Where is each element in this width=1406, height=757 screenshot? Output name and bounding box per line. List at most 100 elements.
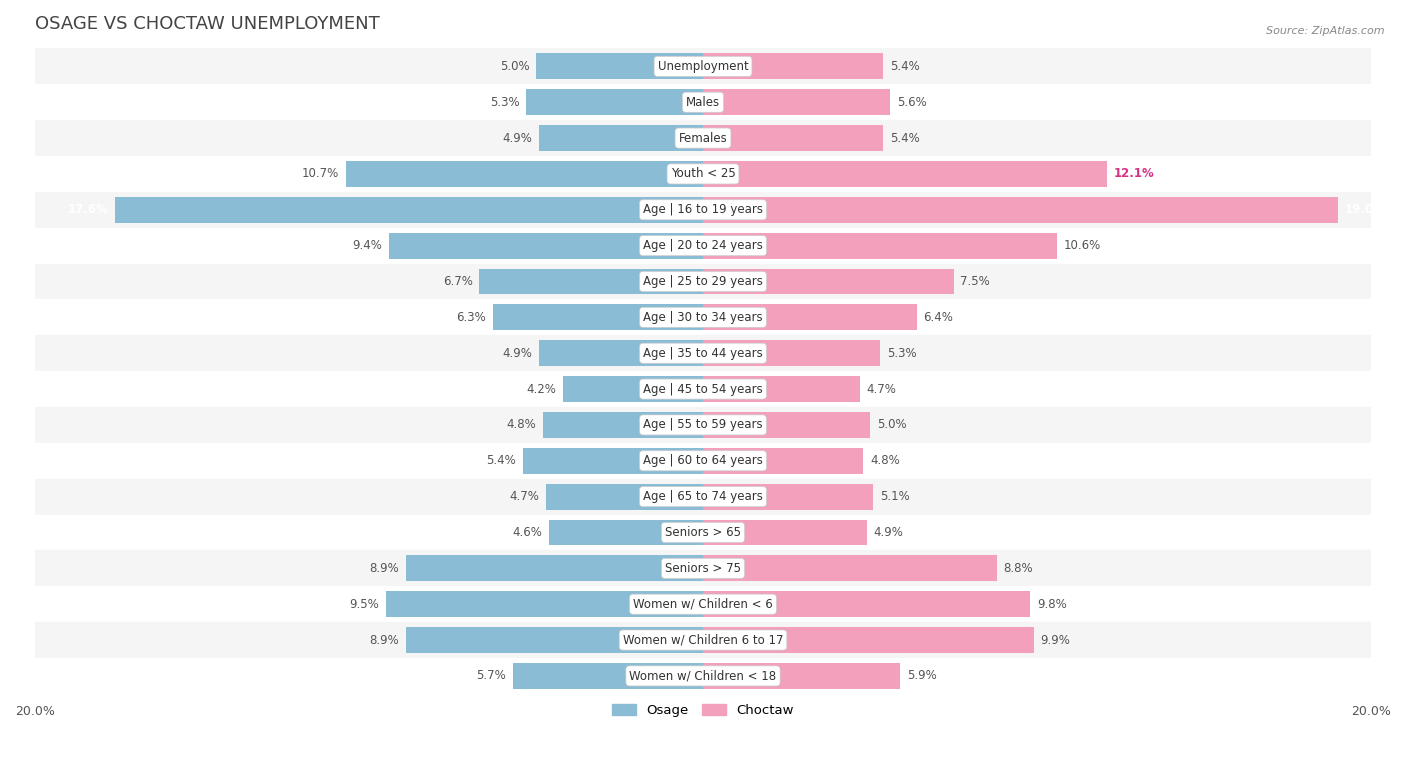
Text: 9.9%: 9.9% xyxy=(1040,634,1070,646)
Text: OSAGE VS CHOCTAW UNEMPLOYMENT: OSAGE VS CHOCTAW UNEMPLOYMENT xyxy=(35,15,380,33)
Bar xyxy=(703,484,873,509)
Bar xyxy=(35,586,1371,622)
Bar xyxy=(703,627,1033,653)
Text: 6.7%: 6.7% xyxy=(443,275,472,288)
Bar xyxy=(546,484,703,509)
Text: 4.7%: 4.7% xyxy=(866,382,897,396)
Bar xyxy=(406,556,703,581)
Bar xyxy=(703,376,860,402)
Text: 12.1%: 12.1% xyxy=(1114,167,1154,180)
Bar xyxy=(35,443,1371,478)
Text: 4.7%: 4.7% xyxy=(509,490,540,503)
Text: 4.2%: 4.2% xyxy=(526,382,555,396)
Bar xyxy=(526,89,703,115)
Bar xyxy=(35,84,1371,120)
Bar xyxy=(346,161,703,187)
Text: Seniors > 75: Seniors > 75 xyxy=(665,562,741,575)
Text: 5.3%: 5.3% xyxy=(887,347,917,360)
Text: 5.4%: 5.4% xyxy=(890,60,920,73)
Text: Males: Males xyxy=(686,95,720,109)
Bar xyxy=(35,515,1371,550)
Bar xyxy=(543,412,703,438)
Text: 5.0%: 5.0% xyxy=(499,60,529,73)
Text: Women w/ Children < 6: Women w/ Children < 6 xyxy=(633,598,773,611)
Bar xyxy=(703,89,890,115)
Text: 7.5%: 7.5% xyxy=(960,275,990,288)
Bar xyxy=(703,448,863,474)
Bar xyxy=(703,341,880,366)
Bar xyxy=(35,120,1371,156)
Text: 5.4%: 5.4% xyxy=(890,132,920,145)
Bar xyxy=(35,407,1371,443)
Bar xyxy=(35,550,1371,586)
Bar xyxy=(35,478,1371,515)
Text: 19.0%: 19.0% xyxy=(1344,204,1385,217)
Bar xyxy=(523,448,703,474)
Text: Seniors > 65: Seniors > 65 xyxy=(665,526,741,539)
Text: 4.6%: 4.6% xyxy=(513,526,543,539)
Bar xyxy=(35,156,1371,192)
Bar xyxy=(385,591,703,617)
Text: 5.4%: 5.4% xyxy=(486,454,516,467)
Bar xyxy=(35,658,1371,694)
Text: 9.5%: 9.5% xyxy=(349,598,380,611)
Text: 5.6%: 5.6% xyxy=(897,95,927,109)
Text: 5.7%: 5.7% xyxy=(477,669,506,682)
Bar xyxy=(550,519,703,545)
Bar xyxy=(536,54,703,79)
Text: Source: ZipAtlas.com: Source: ZipAtlas.com xyxy=(1267,26,1385,36)
Text: Women w/ Children < 18: Women w/ Children < 18 xyxy=(630,669,776,682)
Text: 8.8%: 8.8% xyxy=(1004,562,1033,575)
Text: Age | 16 to 19 years: Age | 16 to 19 years xyxy=(643,204,763,217)
Text: 4.9%: 4.9% xyxy=(503,132,533,145)
Bar xyxy=(703,663,900,689)
Bar xyxy=(703,161,1107,187)
Text: Age | 25 to 29 years: Age | 25 to 29 years xyxy=(643,275,763,288)
Text: 4.9%: 4.9% xyxy=(503,347,533,360)
Bar xyxy=(540,125,703,151)
Bar xyxy=(492,304,703,330)
Bar xyxy=(703,269,953,294)
Bar xyxy=(35,371,1371,407)
Text: 8.9%: 8.9% xyxy=(370,562,399,575)
Bar xyxy=(562,376,703,402)
Text: 6.4%: 6.4% xyxy=(924,311,953,324)
Text: Age | 45 to 54 years: Age | 45 to 54 years xyxy=(643,382,763,396)
Bar xyxy=(513,663,703,689)
Text: Youth < 25: Youth < 25 xyxy=(671,167,735,180)
Bar xyxy=(35,228,1371,263)
Bar xyxy=(703,556,997,581)
Text: Unemployment: Unemployment xyxy=(658,60,748,73)
Bar xyxy=(115,197,703,223)
Bar xyxy=(35,335,1371,371)
Text: 17.6%: 17.6% xyxy=(67,204,108,217)
Bar xyxy=(479,269,703,294)
Text: 9.4%: 9.4% xyxy=(353,239,382,252)
Bar xyxy=(703,54,883,79)
Text: Age | 20 to 24 years: Age | 20 to 24 years xyxy=(643,239,763,252)
Bar xyxy=(35,48,1371,84)
Text: 8.9%: 8.9% xyxy=(370,634,399,646)
Bar xyxy=(540,341,703,366)
Bar xyxy=(703,412,870,438)
Bar xyxy=(703,197,1337,223)
Text: 6.3%: 6.3% xyxy=(456,311,486,324)
Text: Age | 35 to 44 years: Age | 35 to 44 years xyxy=(643,347,763,360)
Text: Age | 30 to 34 years: Age | 30 to 34 years xyxy=(643,311,763,324)
Text: 10.6%: 10.6% xyxy=(1064,239,1101,252)
Text: Females: Females xyxy=(679,132,727,145)
Bar xyxy=(703,591,1031,617)
Bar xyxy=(703,232,1057,259)
Bar xyxy=(703,125,883,151)
Legend: Osage, Choctaw: Osage, Choctaw xyxy=(607,699,799,723)
Text: 10.7%: 10.7% xyxy=(302,167,339,180)
Text: Age | 65 to 74 years: Age | 65 to 74 years xyxy=(643,490,763,503)
Text: Age | 60 to 64 years: Age | 60 to 64 years xyxy=(643,454,763,467)
Bar xyxy=(406,627,703,653)
Text: 5.9%: 5.9% xyxy=(907,669,936,682)
Text: 4.9%: 4.9% xyxy=(873,526,903,539)
Bar xyxy=(389,232,703,259)
Text: 5.1%: 5.1% xyxy=(880,490,910,503)
Text: 9.8%: 9.8% xyxy=(1038,598,1067,611)
Text: Women w/ Children 6 to 17: Women w/ Children 6 to 17 xyxy=(623,634,783,646)
